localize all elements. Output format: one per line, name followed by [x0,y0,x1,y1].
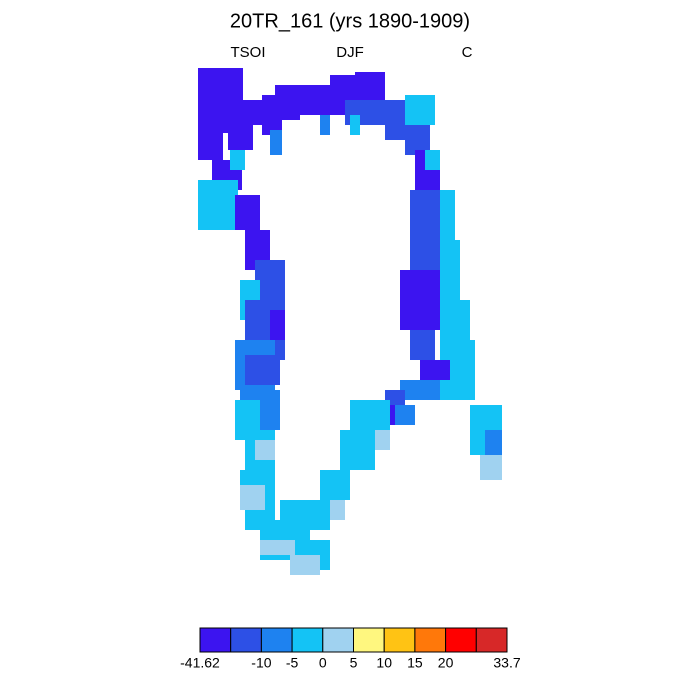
grid-cell [230,150,245,170]
colorbar-box [322,627,354,653]
colorbar-box [353,627,385,653]
grid-cell [410,220,440,270]
colorbar: -41.62 -10 -5 0 5 10 15 20 33.7 [180,627,521,671]
map-title: 20TR_161 (yrs 1890-1909) [230,10,470,32]
variable-label: TSOI [230,44,265,61]
grid-cell [420,360,450,380]
colorbar-label: 5 [350,655,358,671]
colorbar-label: 0 [319,655,327,671]
grid-cell [245,510,275,530]
grid-cell [340,430,375,470]
colorbar-label: 10 [376,655,392,671]
colorbar-box [291,627,324,653]
grid-cell [480,430,502,460]
colorbar-label: 15 [407,655,423,671]
colorbar-label: 20 [438,655,454,671]
map-cells [198,68,502,575]
grid-cell [410,330,435,360]
colorbar-box [383,627,416,653]
colorbar-box [475,627,508,653]
grid-cell [425,150,440,170]
grid-cell [395,405,415,425]
colorbar-label: 33.7 [493,655,520,671]
grid-cell [320,470,350,500]
colorbar-box [260,627,293,653]
grid-cell [235,195,260,230]
grid-cell [480,455,502,480]
colorbar-box [445,627,477,653]
colorbar-box [199,627,232,653]
grid-cell [228,120,253,150]
grid-cell [270,310,285,340]
grid-cell [355,72,385,102]
units-label: C [462,44,473,61]
grid-cell [198,68,243,108]
grid-cell [405,95,435,125]
colorbar-label: -41.62 [180,655,220,671]
grid-cell [350,400,390,430]
grid-cell [440,300,470,340]
grid-cell [275,85,300,120]
grid-cell [245,355,280,385]
grid-cell [350,115,360,135]
grid-cell [300,85,330,115]
grid-cell [400,380,440,400]
grid-cell [320,115,330,135]
grid-cell [470,430,485,455]
grid-cell [198,133,223,160]
grid-cell [290,555,320,575]
grid-cell [440,190,455,240]
grid-cell [270,130,282,155]
grid-cell [385,100,405,140]
colorbar-label: -10 [251,655,271,671]
grid-cell [260,540,295,555]
grid-cell [330,500,345,520]
grid-cell [255,440,275,460]
grid-cell [410,190,440,220]
grid-cell [400,270,440,330]
grid-cell [240,485,265,510]
grid-cell [198,180,238,230]
season-label: DJF [336,44,364,61]
grid-cell [440,240,460,300]
colorbar-box [414,627,447,653]
colorbar-box [230,627,262,653]
colorbar-label: -5 [286,655,299,671]
